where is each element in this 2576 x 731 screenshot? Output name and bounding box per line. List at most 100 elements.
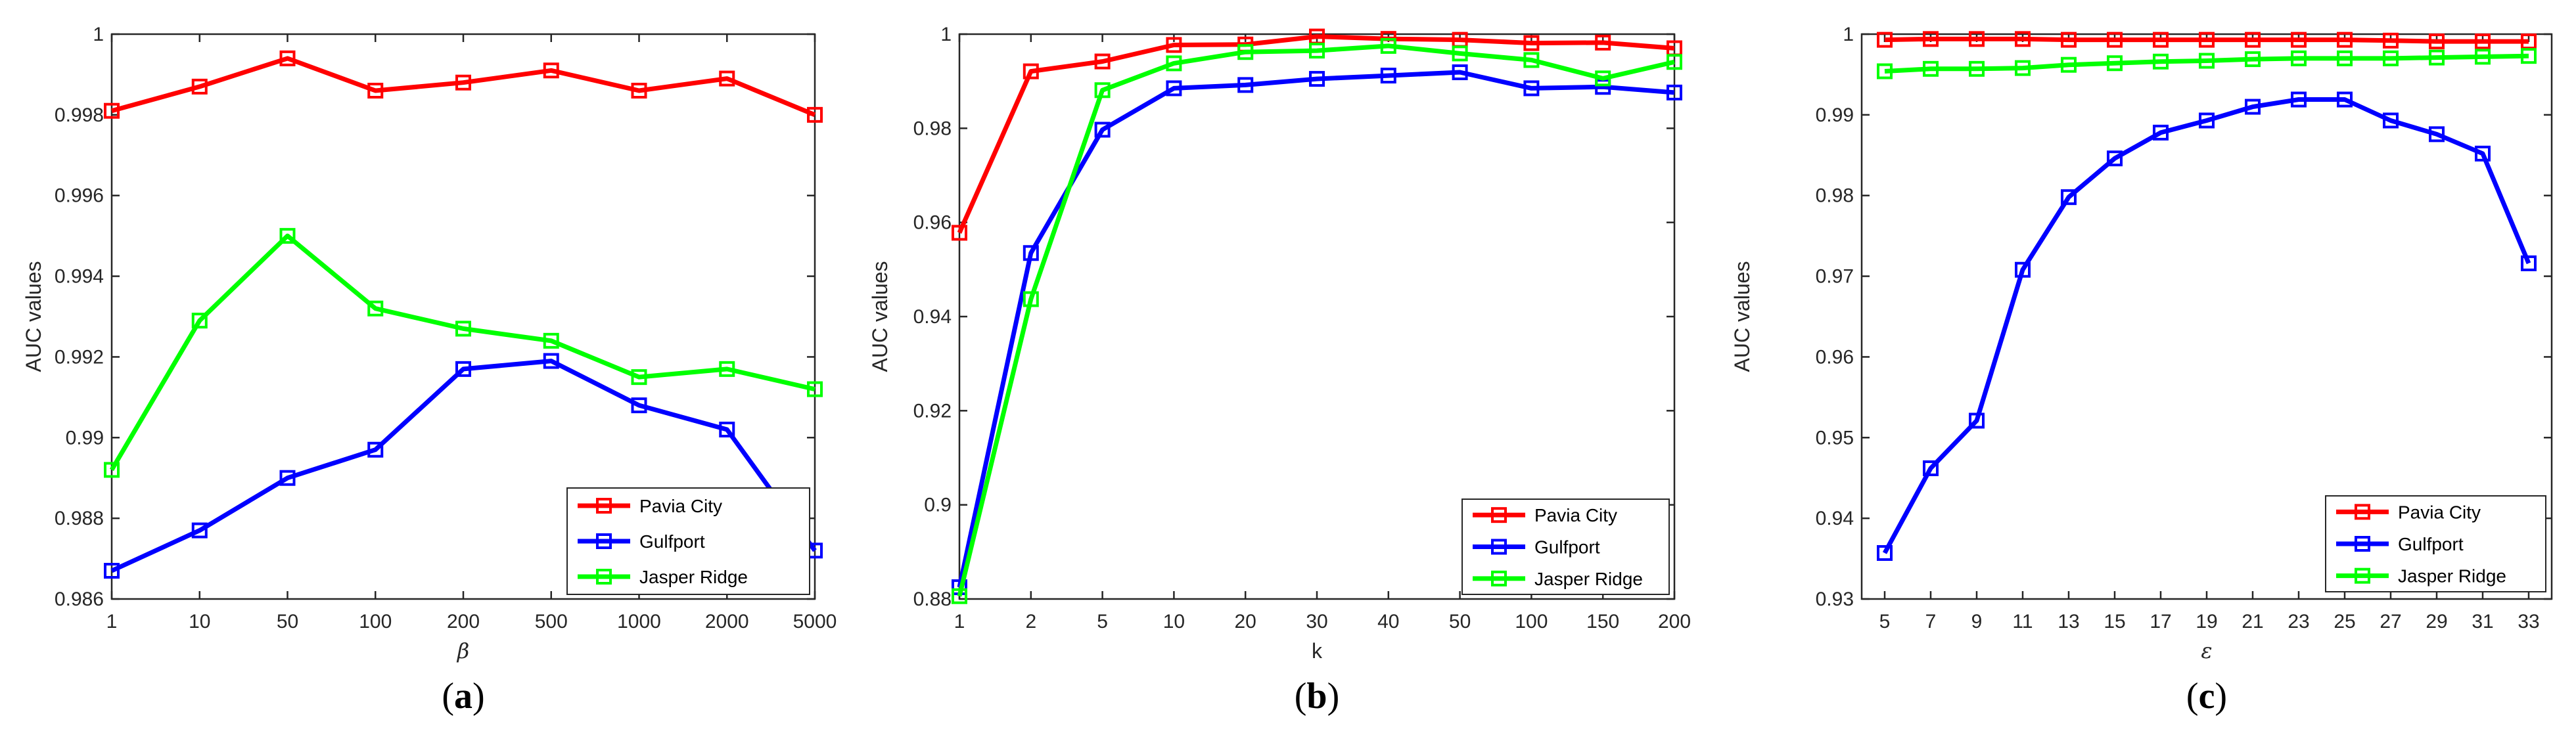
data-point [2245, 51, 2261, 68]
series-jasper-ridge [1877, 48, 2537, 79]
data-point [367, 441, 384, 458]
data-point [952, 225, 967, 241]
data-point [2429, 49, 2445, 66]
data-point [952, 588, 967, 604]
x-tick-label: 33 [2518, 611, 2539, 632]
legend-label: Pavia City [1534, 505, 1617, 525]
data-point [2429, 33, 2445, 50]
x-tick-label: 150 [1586, 611, 1619, 632]
data-point [1969, 412, 1985, 429]
x-tick-label: 9 [1971, 611, 1983, 632]
legend: Pavia City Gulfport Jasper Ridge [2325, 495, 2546, 592]
legend-label: Pavia City [639, 496, 722, 516]
data-point [191, 78, 208, 95]
data-point [2107, 32, 2123, 48]
data-point [1094, 122, 1111, 138]
data-point [1523, 35, 1540, 51]
data-point [2107, 55, 2123, 72]
legend-entry: Pavia City [2336, 502, 2481, 522]
data-point [2245, 99, 2261, 115]
series-gulfport [952, 64, 1682, 596]
data-point [1667, 84, 1682, 100]
y-tick-label: 0.992 [55, 346, 104, 368]
data-point [1023, 291, 1039, 307]
data-point [1166, 37, 1182, 53]
y-tick-label: 0.96 [1816, 346, 1854, 368]
legend-entry: Gulfport [2336, 534, 2464, 554]
x-tick-label: 5 [1097, 611, 1108, 632]
data-point [1969, 60, 1985, 77]
x-tick-label: 13 [2058, 611, 2079, 632]
data-point [1923, 31, 1939, 47]
data-point [1595, 70, 1611, 87]
data-point [2475, 33, 2491, 50]
data-point [2337, 91, 2353, 108]
data-point [1309, 43, 1325, 59]
series-line [957, 34, 1675, 234]
y-tick-label: 0.994 [55, 266, 104, 288]
data-point [2337, 50, 2353, 66]
data-point [2475, 49, 2491, 65]
data-point [1877, 32, 1893, 48]
series-line [957, 43, 1675, 597]
y-tick-label: 0.97 [1816, 266, 1854, 288]
legend-swatch-marker [1491, 507, 1507, 523]
data-point [543, 353, 559, 369]
data-point [631, 83, 647, 99]
data-point [2383, 50, 2399, 66]
legend-swatch-marker [2355, 567, 2370, 584]
legend-label: Pavia City [2398, 502, 2481, 522]
series-line [110, 359, 817, 573]
data-point [1452, 45, 1468, 62]
x-tick-label: 50 [1449, 611, 1471, 632]
y-tick-label: 1 [940, 24, 952, 45]
y-tick-label: 0.99 [66, 427, 104, 449]
y-tick-label: 0.88 [913, 588, 952, 610]
legend-swatch-marker [596, 533, 612, 549]
y-axis-label: AUC values [1730, 261, 1754, 372]
x-axis-label: ε [2201, 638, 2212, 663]
data-point [2337, 32, 2353, 48]
x-tick-label: 1 [106, 611, 118, 632]
x-tick-label: 10 [1163, 611, 1185, 632]
series-line [109, 233, 816, 472]
series-gulfport [1877, 91, 2537, 561]
data-point [807, 381, 823, 397]
data-point [719, 422, 735, 437]
data-point [1380, 68, 1396, 84]
x-tick-label: 7 [1925, 611, 1937, 632]
data-point [1523, 80, 1540, 97]
legend-entry: Gulfport [1473, 537, 1600, 558]
data-point [1877, 544, 1893, 561]
data-point [631, 397, 647, 414]
data-point [2291, 91, 2307, 108]
x-tick-label: 19 [2196, 611, 2217, 632]
x-tick-label: 20 [1235, 611, 1256, 632]
data-point [1667, 54, 1682, 70]
data-point [543, 62, 559, 79]
y-tick-label: 1 [1843, 24, 1854, 45]
data-point [1023, 245, 1039, 261]
data-point [1309, 71, 1325, 87]
data-point [2383, 32, 2399, 49]
x-tick-label: 100 [359, 611, 392, 632]
data-point [2383, 112, 2399, 129]
data-point [1595, 34, 1611, 51]
data-point [1166, 80, 1182, 97]
x-tick-label: 15 [2104, 611, 2125, 632]
x-tick-label: 21 [2242, 611, 2263, 632]
x-tick-label: 30 [1306, 611, 1327, 632]
x-tick-label: 27 [2380, 611, 2401, 632]
y-tick-label: 0.94 [913, 306, 952, 328]
y-tick-label: 0.95 [1816, 427, 1854, 449]
y-axis-label: AUC values [22, 261, 45, 372]
x-tick-label: 50 [277, 611, 298, 632]
data-point [1923, 460, 1939, 476]
x-tick-label: 25 [2334, 611, 2355, 632]
data-point [2199, 112, 2215, 129]
data-point [2521, 33, 2537, 50]
legend-swatch-marker [1491, 539, 1507, 555]
data-point [631, 369, 647, 386]
